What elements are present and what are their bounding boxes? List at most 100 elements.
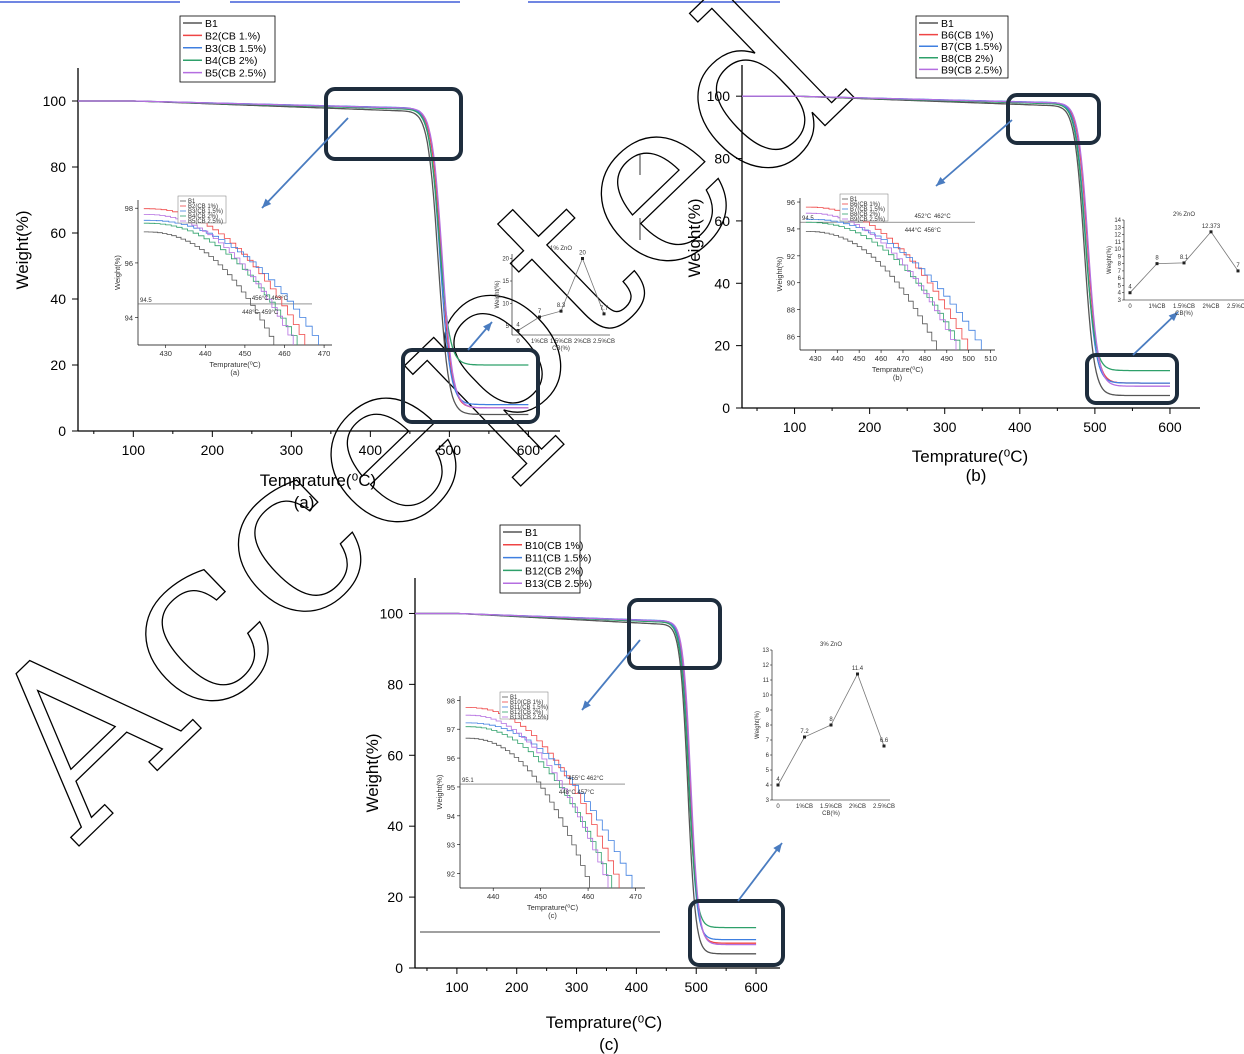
inset-series-B1 [465,737,590,888]
x-tick-label: 100 [122,442,146,458]
inset-legend-label: B4(CB 2%) [188,214,218,220]
zoom-box-residue [688,899,785,967]
inset-y-tick-label: 96 [125,259,133,268]
y-axis-title: Weight(%) [13,210,32,289]
panel-caption: (a) [294,493,315,512]
x-tick-label: 300 [565,979,589,995]
arrow-head [483,322,492,332]
y-tick-label: 60 [387,747,403,763]
inset-series-CB2 [465,726,613,888]
residue-data-label: 12.373 [1202,224,1221,230]
residue-data-label: 4 [776,777,780,783]
inset-annotation: 452°C [914,214,931,220]
y-tick-label: 40 [714,275,730,291]
residue-point [829,723,833,727]
legend-box [499,524,581,594]
inset-y-tick-label: 96 [447,754,455,763]
x-tick-label: 200 [858,419,882,435]
residue-x-tick-label: 0 [1128,304,1132,310]
arrow-head [773,843,782,853]
residue-x-tick-label: 2.5%CB [873,804,895,810]
residue-title: 2% ZnO [1173,212,1195,218]
legend-label: B13(CB 2.5%) [525,578,592,590]
legend-box [915,15,1009,79]
residue-point [559,309,563,313]
inset-x-title: Temprature(⁰C) [872,365,924,374]
x-tick-label: 100 [445,979,469,995]
residue-data-label: 7 [1236,263,1240,269]
arrow-head [936,177,946,186]
residue-data-label: 8 [829,717,833,723]
residue-x-tick-label: 2.5%CB [1227,304,1244,310]
inset-y-tick-label: 94 [447,812,455,821]
series-line-CB2 [415,612,757,929]
zoom-box-onset [627,598,722,670]
legend-label: B9(CB 2.5%) [941,64,1002,76]
inset-x-tick-label: 450 [534,892,547,901]
inset-y-tick-label: 90 [787,279,795,288]
residue-point [581,257,584,260]
residue-title: 3% ZnO [820,642,842,648]
residue-y-title: Weight(%) [495,281,501,309]
inset-annotation: 462°C [587,776,604,782]
inset-legend-label: B1 [510,695,518,701]
residue-point [1155,262,1159,266]
inset-series-CB25 [465,714,609,888]
inset-series-CB15 [805,218,982,350]
inset-series-CB1 [143,208,306,345]
residue-line [777,673,885,786]
y-tick-label: 100 [380,605,404,621]
inset-annotation: 444°C [905,228,922,234]
residue-y-tick-label: 15 [502,279,509,285]
residue-point [1236,269,1240,273]
inset-y-tick-label: 97 [447,725,455,734]
residue-data-label: 7.2 [800,729,809,735]
inset-legend-label: B1 [850,197,858,203]
residue-y-tick-label: 7 [766,738,770,744]
inset-series-CB1 [805,206,969,350]
inset-x-tick-label: 440 [831,354,844,363]
residue-x-tick-label: 2%CB [849,804,866,810]
callout-arrow [1132,311,1179,356]
legend-label: B10(CB 1%) [525,540,583,552]
y-axis-title: Weight(%) [685,198,704,277]
inset-y-title: Weight(%) [435,774,444,809]
inset-y-tick-label: 98 [125,204,133,213]
residue-x-title: CB(%) [552,346,570,352]
inset-legend-label: B1 [188,199,196,205]
x-tick-label: 500 [685,979,709,995]
residue-y-tick-label: 13 [1114,225,1121,231]
inset-legend-box [499,691,549,720]
inset-x-tick-label: 430 [809,354,822,363]
residue-point [1128,291,1132,295]
inset-y-tick-label: 88 [787,306,795,315]
legend-label: B4(CB 2%) [205,55,258,67]
residue-y-tick-label: 3 [766,798,770,804]
inset-annotation: 456°C [924,228,941,234]
inset-caption: (a) [230,368,240,377]
callout-arrow [737,842,783,902]
inset-annotation: 455°C [568,776,585,782]
inset-x-tick-label: 440 [487,892,500,901]
residue-y-title: Weight(%) [1107,246,1113,274]
inset-y-tick-label: 95 [447,783,455,792]
residue-x-title: CB(%) [822,811,840,817]
residue-y-tick-label: 13 [762,648,769,654]
y-tick-label: 40 [387,818,403,834]
inset-x-tick-label: 490 [941,354,954,363]
arrow-head [582,700,591,710]
inset-series-CB15 [465,722,633,888]
inset-legend-label: B13(CB 2.5%) [510,715,548,721]
residue-y-tick-label: 5 [1118,283,1122,289]
legend-label: B3(CB 1.5%) [205,43,266,55]
x-tick-label: 200 [505,979,529,995]
inset-series-CB2 [143,222,298,345]
inset-legend-label: B9(CB 2.5%) [850,217,885,223]
inset-y-tick-label: 98 [447,696,455,705]
inset-residue-chart: 5 10 15 20 0 1%CB 1.5%CB 2%CB 2.5%CB CB(%) Weight(… [495,246,615,352]
y-tick-label: 0 [722,400,730,416]
callout-arrow [581,639,641,711]
inset-x-tick-label: 460 [582,892,595,901]
